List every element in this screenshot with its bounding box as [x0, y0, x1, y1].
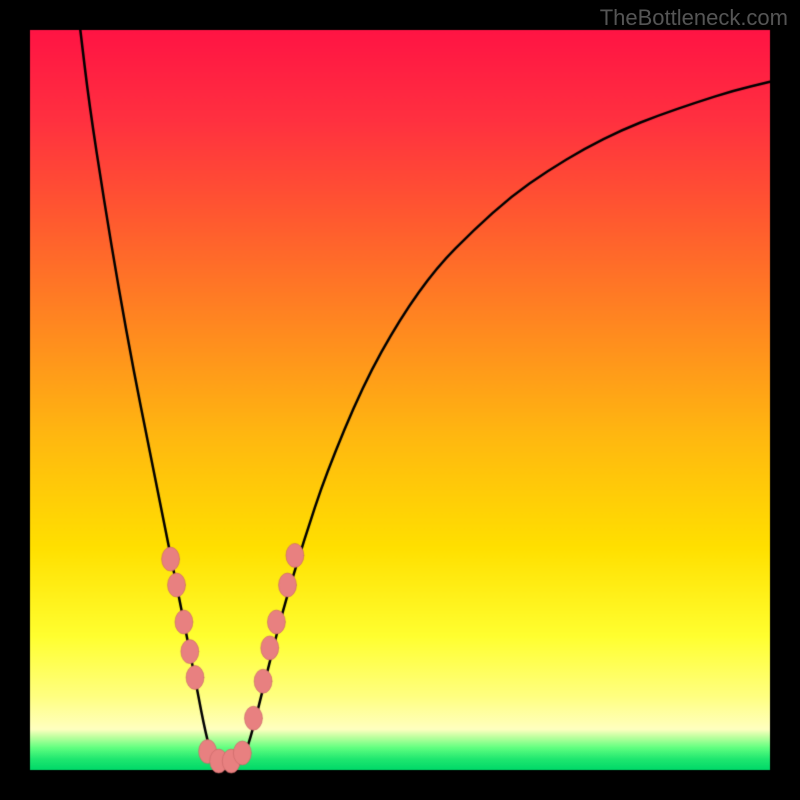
- bottleneck-chart: [0, 0, 800, 800]
- watermark-text: TheBottleneck.com: [600, 5, 788, 31]
